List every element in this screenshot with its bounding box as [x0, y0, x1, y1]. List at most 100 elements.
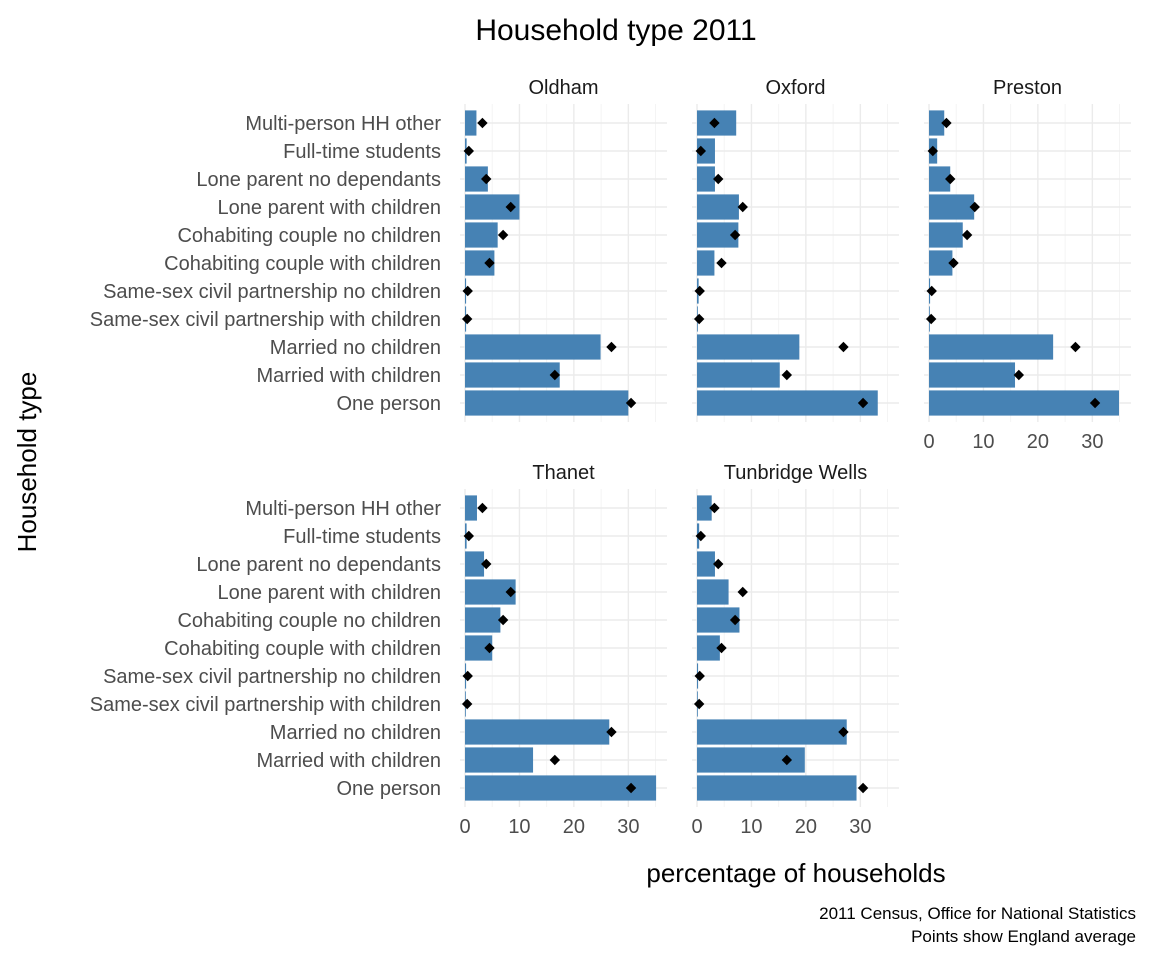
- x-axis-title: percentage of households: [646, 858, 945, 888]
- panel-oxford: Oxford: [692, 77, 899, 422]
- england-average-point-oxford-cohabiting-couple-with-children: [716, 257, 727, 269]
- england-average-point-oldham-full-time-students: [463, 145, 475, 157]
- england-average-point-oxford-multi-person-hh-other: [709, 117, 720, 129]
- england-average-point-oxford-one-person: [857, 397, 869, 409]
- bar-tunbridge-wells-cohabiting-couple-with-children: [697, 635, 720, 661]
- bar-oxford-married-with-children: [697, 362, 780, 388]
- panel-thanet: Thanet Multi-person HH other Full-time stu…: [90, 462, 667, 838]
- england-average-point-oxford-married-with-children: [781, 369, 793, 381]
- y-tick-label: Married with children: [256, 750, 441, 772]
- x-tick-label: 20: [795, 816, 817, 838]
- england-average-point-thanet-cohabiting-couple-with-children: [484, 642, 495, 654]
- england-average-point-preston-same-sex-civil-partnership-no-children: [926, 285, 937, 297]
- bar-preston-one-person: [929, 390, 1120, 416]
- bar-oxford-cohabiting-couple-with-children: [697, 250, 715, 276]
- england-average-point-oldham-cohabiting-couple-with-children: [484, 257, 495, 269]
- england-average-point-oldham-multi-person-hh-other: [477, 117, 488, 129]
- england-average-point-thanet-married-with-children: [549, 754, 561, 766]
- england-average-point-tunbridge-wells-lone-parent-with-children: [737, 586, 748, 598]
- england-average-point-oldham-cohabiting-couple-no-children: [497, 229, 509, 241]
- england-average-point-oldham-lone-parent-no-dependants: [481, 173, 492, 185]
- england-average-point-tunbridge-wells-married-with-children: [781, 754, 793, 766]
- y-tick-label: Same-sex civil partnership with children: [90, 694, 441, 716]
- y-tick-label: Same-sex civil partnership no children: [103, 666, 441, 688]
- x-tick-label: 10: [972, 431, 994, 453]
- england-average-point-thanet-cohabiting-couple-no-children: [497, 614, 509, 626]
- y-tick-label: One person: [336, 778, 441, 800]
- bar-preston-married-no-children: [929, 334, 1054, 360]
- england-average-point-tunbridge-wells-same-sex-civil-partnership-with-children: [693, 698, 705, 710]
- bar-preston-lone-parent-with-children: [929, 194, 975, 220]
- bar-thanet-one-person: [465, 775, 657, 801]
- panel-preston: Preston 0 10 20 30: [923, 77, 1131, 453]
- caption-note: Points show England average: [911, 927, 1136, 946]
- bar-preston-married-with-children: [929, 362, 1016, 388]
- england-average-point-oxford-full-time-students: [695, 145, 707, 157]
- england-average-point-thanet-same-sex-civil-partnership-with-children: [461, 698, 473, 710]
- bar-thanet-married-no-children: [465, 719, 610, 745]
- england-average-point-oldham-married-no-children: [606, 341, 617, 353]
- panel-label-tunbridge-wells: Tunbridge Wells: [724, 462, 867, 484]
- england-average-point-oldham-same-sex-civil-partnership-with-children: [461, 313, 473, 325]
- england-average-point-oxford-same-sex-civil-partnership-with-children: [693, 313, 705, 325]
- england-average-point-oxford-lone-parent-with-children: [737, 201, 748, 213]
- x-tick-label: 0: [459, 816, 470, 838]
- england-average-point-preston-one-person: [1089, 397, 1101, 409]
- x-tick-label: 30: [1081, 431, 1103, 453]
- england-average-point-tunbridge-wells-one-person: [857, 782, 869, 794]
- panel-label-oldham: Oldham: [528, 77, 598, 99]
- england-average-point-tunbridge-wells-multi-person-hh-other: [709, 502, 720, 514]
- bar-oldham-cohabiting-couple-no-children: [465, 222, 498, 248]
- england-average-point-tunbridge-wells-lone-parent-no-dependants: [713, 558, 724, 570]
- england-average-point-oldham-married-with-children: [549, 369, 561, 381]
- bar-oldham-married-with-children: [465, 362, 560, 388]
- x-tick-label: 10: [740, 816, 762, 838]
- x-tick-label: 20: [1027, 431, 1049, 453]
- england-average-point-preston-lone-parent-with-children: [969, 201, 980, 213]
- bar-tunbridge-wells-lone-parent-no-dependants: [697, 551, 715, 577]
- y-tick-label: Same-sex civil partnership with children: [90, 309, 441, 331]
- england-average-point-preston-cohabiting-couple-no-children: [961, 229, 973, 241]
- bar-preston-multi-person-hh-other: [929, 110, 945, 136]
- bar-oxford-lone-parent-with-children: [697, 194, 739, 220]
- x-tick-label: 0: [691, 816, 702, 838]
- england-average-point-preston-cohabiting-couple-with-children: [948, 257, 959, 269]
- y-tick-label: Multi-person HH other: [245, 113, 441, 135]
- y-tick-label: Same-sex civil partnership no children: [103, 281, 441, 303]
- bar-thanet-multi-person-hh-other: [465, 495, 477, 521]
- y-tick-label: Full-time students: [283, 141, 441, 163]
- england-average-point-preston-multi-person-hh-other: [941, 117, 952, 129]
- bar-oxford-lone-parent-no-dependants: [697, 166, 715, 192]
- y-tick-label: Lone parent no dependants: [196, 554, 441, 576]
- bar-thanet-cohabiting-couple-no-children: [465, 607, 501, 633]
- england-average-point-tunbridge-wells-cohabiting-couple-with-children: [716, 642, 727, 654]
- y-tick-label: Lone parent with children: [218, 582, 441, 604]
- england-average-point-preston-full-time-students: [927, 145, 939, 157]
- england-average-point-oldham-same-sex-civil-partnership-no-children: [462, 285, 473, 297]
- england-average-point-tunbridge-wells-same-sex-civil-partnership-no-children: [694, 670, 705, 682]
- england-average-point-thanet-lone-parent-with-children: [505, 586, 516, 598]
- bar-thanet-lone-parent-no-dependants: [465, 551, 485, 577]
- england-average-point-oxford-lone-parent-no-dependants: [713, 173, 724, 185]
- bar-preston-lone-parent-no-dependants: [929, 166, 951, 192]
- bar-tunbridge-wells-married-no-children: [697, 719, 847, 745]
- england-average-point-oldham-one-person: [625, 397, 637, 409]
- y-axis-title: Household type: [12, 372, 42, 553]
- x-tick-label: 30: [849, 816, 871, 838]
- bar-oldham-one-person: [465, 390, 629, 416]
- england-average-point-thanet-lone-parent-no-dependants: [481, 558, 492, 570]
- england-average-point-oldham-lone-parent-with-children: [505, 201, 516, 213]
- england-average-point-thanet-married-no-children: [606, 726, 617, 738]
- england-average-point-thanet-multi-person-hh-other: [477, 502, 488, 514]
- x-tick-label: 20: [563, 816, 585, 838]
- england-average-point-tunbridge-wells-full-time-students: [695, 530, 707, 542]
- england-average-point-preston-lone-parent-no-dependants: [945, 173, 956, 185]
- panel-oldham: Oldham Multi-person HH other Full-time stu…: [90, 77, 667, 422]
- y-tick-label: Married with children: [256, 365, 441, 387]
- y-tick-label: Married no children: [270, 722, 441, 744]
- bar-tunbridge-wells-multi-person-hh-other: [697, 495, 712, 521]
- panel-tunbridge-wells: Tunbridge Wells 0 10 20 30: [691, 462, 899, 838]
- bar-oldham-married-no-children: [465, 334, 601, 360]
- y-tick-label: Cohabiting couple no children: [177, 610, 441, 632]
